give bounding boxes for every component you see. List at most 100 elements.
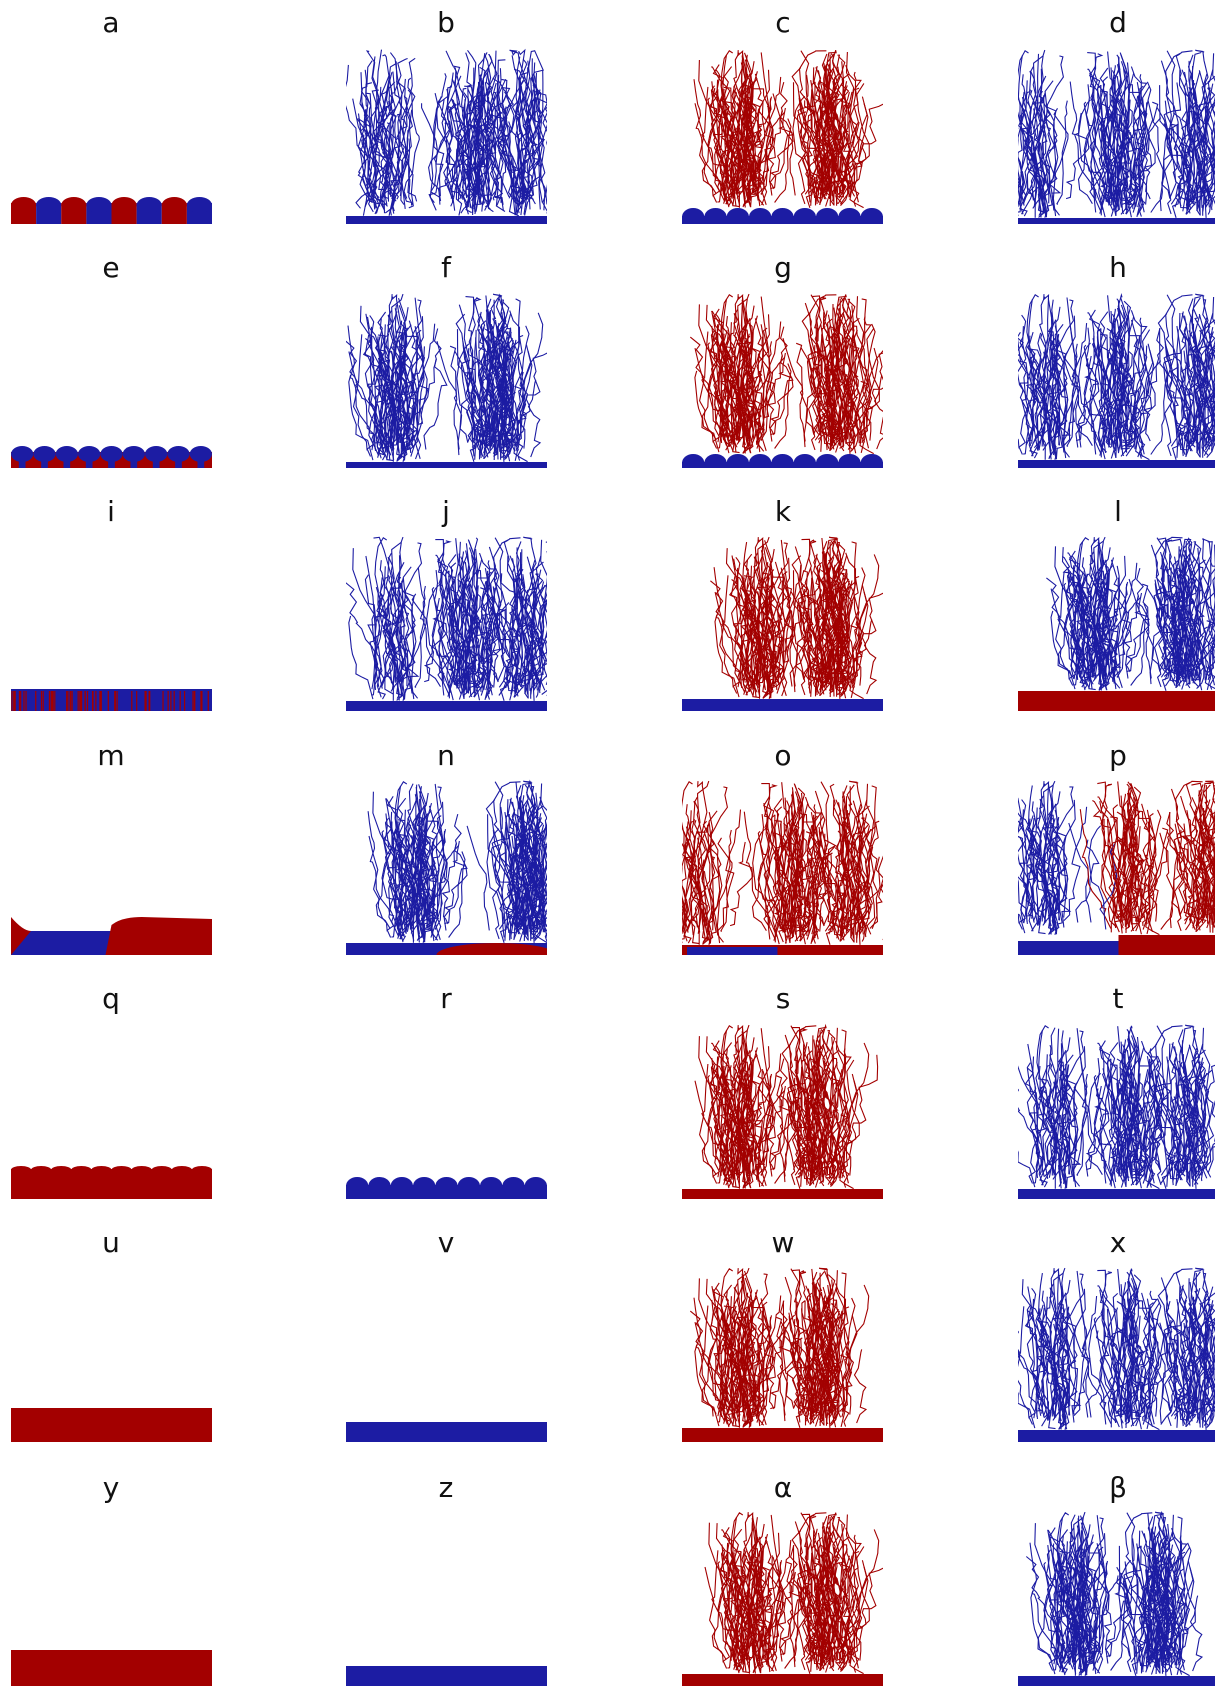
layer	[54, 691, 55, 711]
layer	[144, 691, 145, 711]
strand	[458, 329, 482, 450]
strand	[369, 836, 387, 931]
strand	[987, 95, 1020, 207]
strand	[695, 1081, 713, 1178]
panel	[1018, 537, 1215, 711]
layer	[174, 691, 175, 711]
layer	[108, 456, 115, 468]
panel	[682, 1512, 888, 1686]
bump	[132, 1166, 152, 1174]
bump	[727, 454, 749, 472]
panel	[343, 50, 564, 224]
layer	[149, 691, 150, 711]
strand	[444, 841, 467, 924]
layer	[78, 691, 79, 711]
layer	[23, 691, 24, 711]
panel-label: p	[1109, 739, 1127, 772]
layer	[346, 701, 547, 711]
panel-label: s	[776, 982, 791, 1015]
layer	[180, 691, 181, 711]
layer	[346, 1666, 547, 1686]
layer	[101, 691, 102, 711]
panel-label: z	[439, 1471, 454, 1504]
bump	[480, 1177, 502, 1195]
strand	[467, 826, 489, 931]
bump	[794, 454, 816, 472]
bump	[112, 1166, 132, 1174]
bump	[816, 208, 838, 226]
strand	[881, 861, 893, 940]
layer	[41, 691, 42, 711]
panel-label: h	[1109, 251, 1127, 284]
layer	[11, 1650, 212, 1686]
figure: abcdefghijklmnopqrstuvwxyzαβ	[0, 0, 1215, 1686]
bump	[36, 197, 61, 213]
layer	[87, 691, 88, 711]
strand	[855, 1349, 867, 1423]
bump	[346, 1177, 368, 1195]
layer	[80, 691, 81, 711]
panel	[11, 689, 212, 711]
layer	[20, 691, 21, 711]
bump	[816, 454, 838, 472]
bump	[172, 1166, 192, 1174]
panel	[11, 917, 212, 955]
bump	[61, 197, 86, 213]
panel-label: c	[775, 6, 790, 39]
panel-label: v	[438, 1226, 455, 1259]
layer	[49, 691, 50, 711]
page: {"panels": [ {"label": "a"}, {"label": "…	[0, 0, 1215, 1686]
strand	[1066, 1322, 1080, 1422]
layer	[175, 456, 182, 468]
panel	[344, 294, 551, 468]
bump	[51, 1166, 71, 1174]
panel	[1018, 1512, 1215, 1686]
panel-label: d	[1109, 6, 1127, 39]
panel-label: y	[103, 1471, 120, 1504]
strand	[875, 375, 887, 449]
bump	[682, 208, 704, 226]
layer	[1018, 460, 1215, 468]
bump	[749, 454, 771, 472]
strand	[424, 359, 447, 449]
bump	[771, 208, 793, 226]
layer	[346, 1422, 547, 1442]
bump	[413, 1177, 435, 1195]
strand	[544, 810, 582, 924]
panel	[11, 1166, 212, 1199]
layer	[130, 456, 137, 468]
layer	[153, 456, 160, 468]
layer	[346, 462, 547, 468]
strand	[1057, 101, 1067, 205]
panel	[682, 1268, 883, 1442]
layer	[70, 691, 71, 711]
panel-label: q	[102, 982, 120, 1015]
bump	[192, 1166, 212, 1174]
bump	[368, 1177, 390, 1195]
panel-label: i	[107, 495, 115, 528]
panel-label: j	[441, 495, 450, 528]
layer	[682, 1428, 883, 1442]
panel-label: x	[1110, 1226, 1127, 1259]
layer	[13, 691, 14, 711]
layer	[192, 691, 193, 711]
bump	[861, 454, 883, 472]
panel-label: b	[437, 6, 455, 39]
strand	[1151, 123, 1167, 212]
layer	[43, 691, 44, 711]
layer	[11, 1408, 212, 1442]
strand	[651, 825, 684, 934]
panel	[11, 1408, 212, 1442]
layer	[92, 691, 93, 711]
bump	[435, 1177, 457, 1195]
strand	[770, 108, 793, 189]
layer	[1018, 1189, 1215, 1199]
bump	[11, 1166, 31, 1174]
layer	[682, 1674, 883, 1686]
layer	[208, 691, 209, 711]
strand	[546, 856, 557, 927]
layer	[105, 917, 212, 955]
panel	[987, 50, 1215, 224]
bump	[91, 1166, 111, 1174]
bump	[727, 208, 749, 226]
